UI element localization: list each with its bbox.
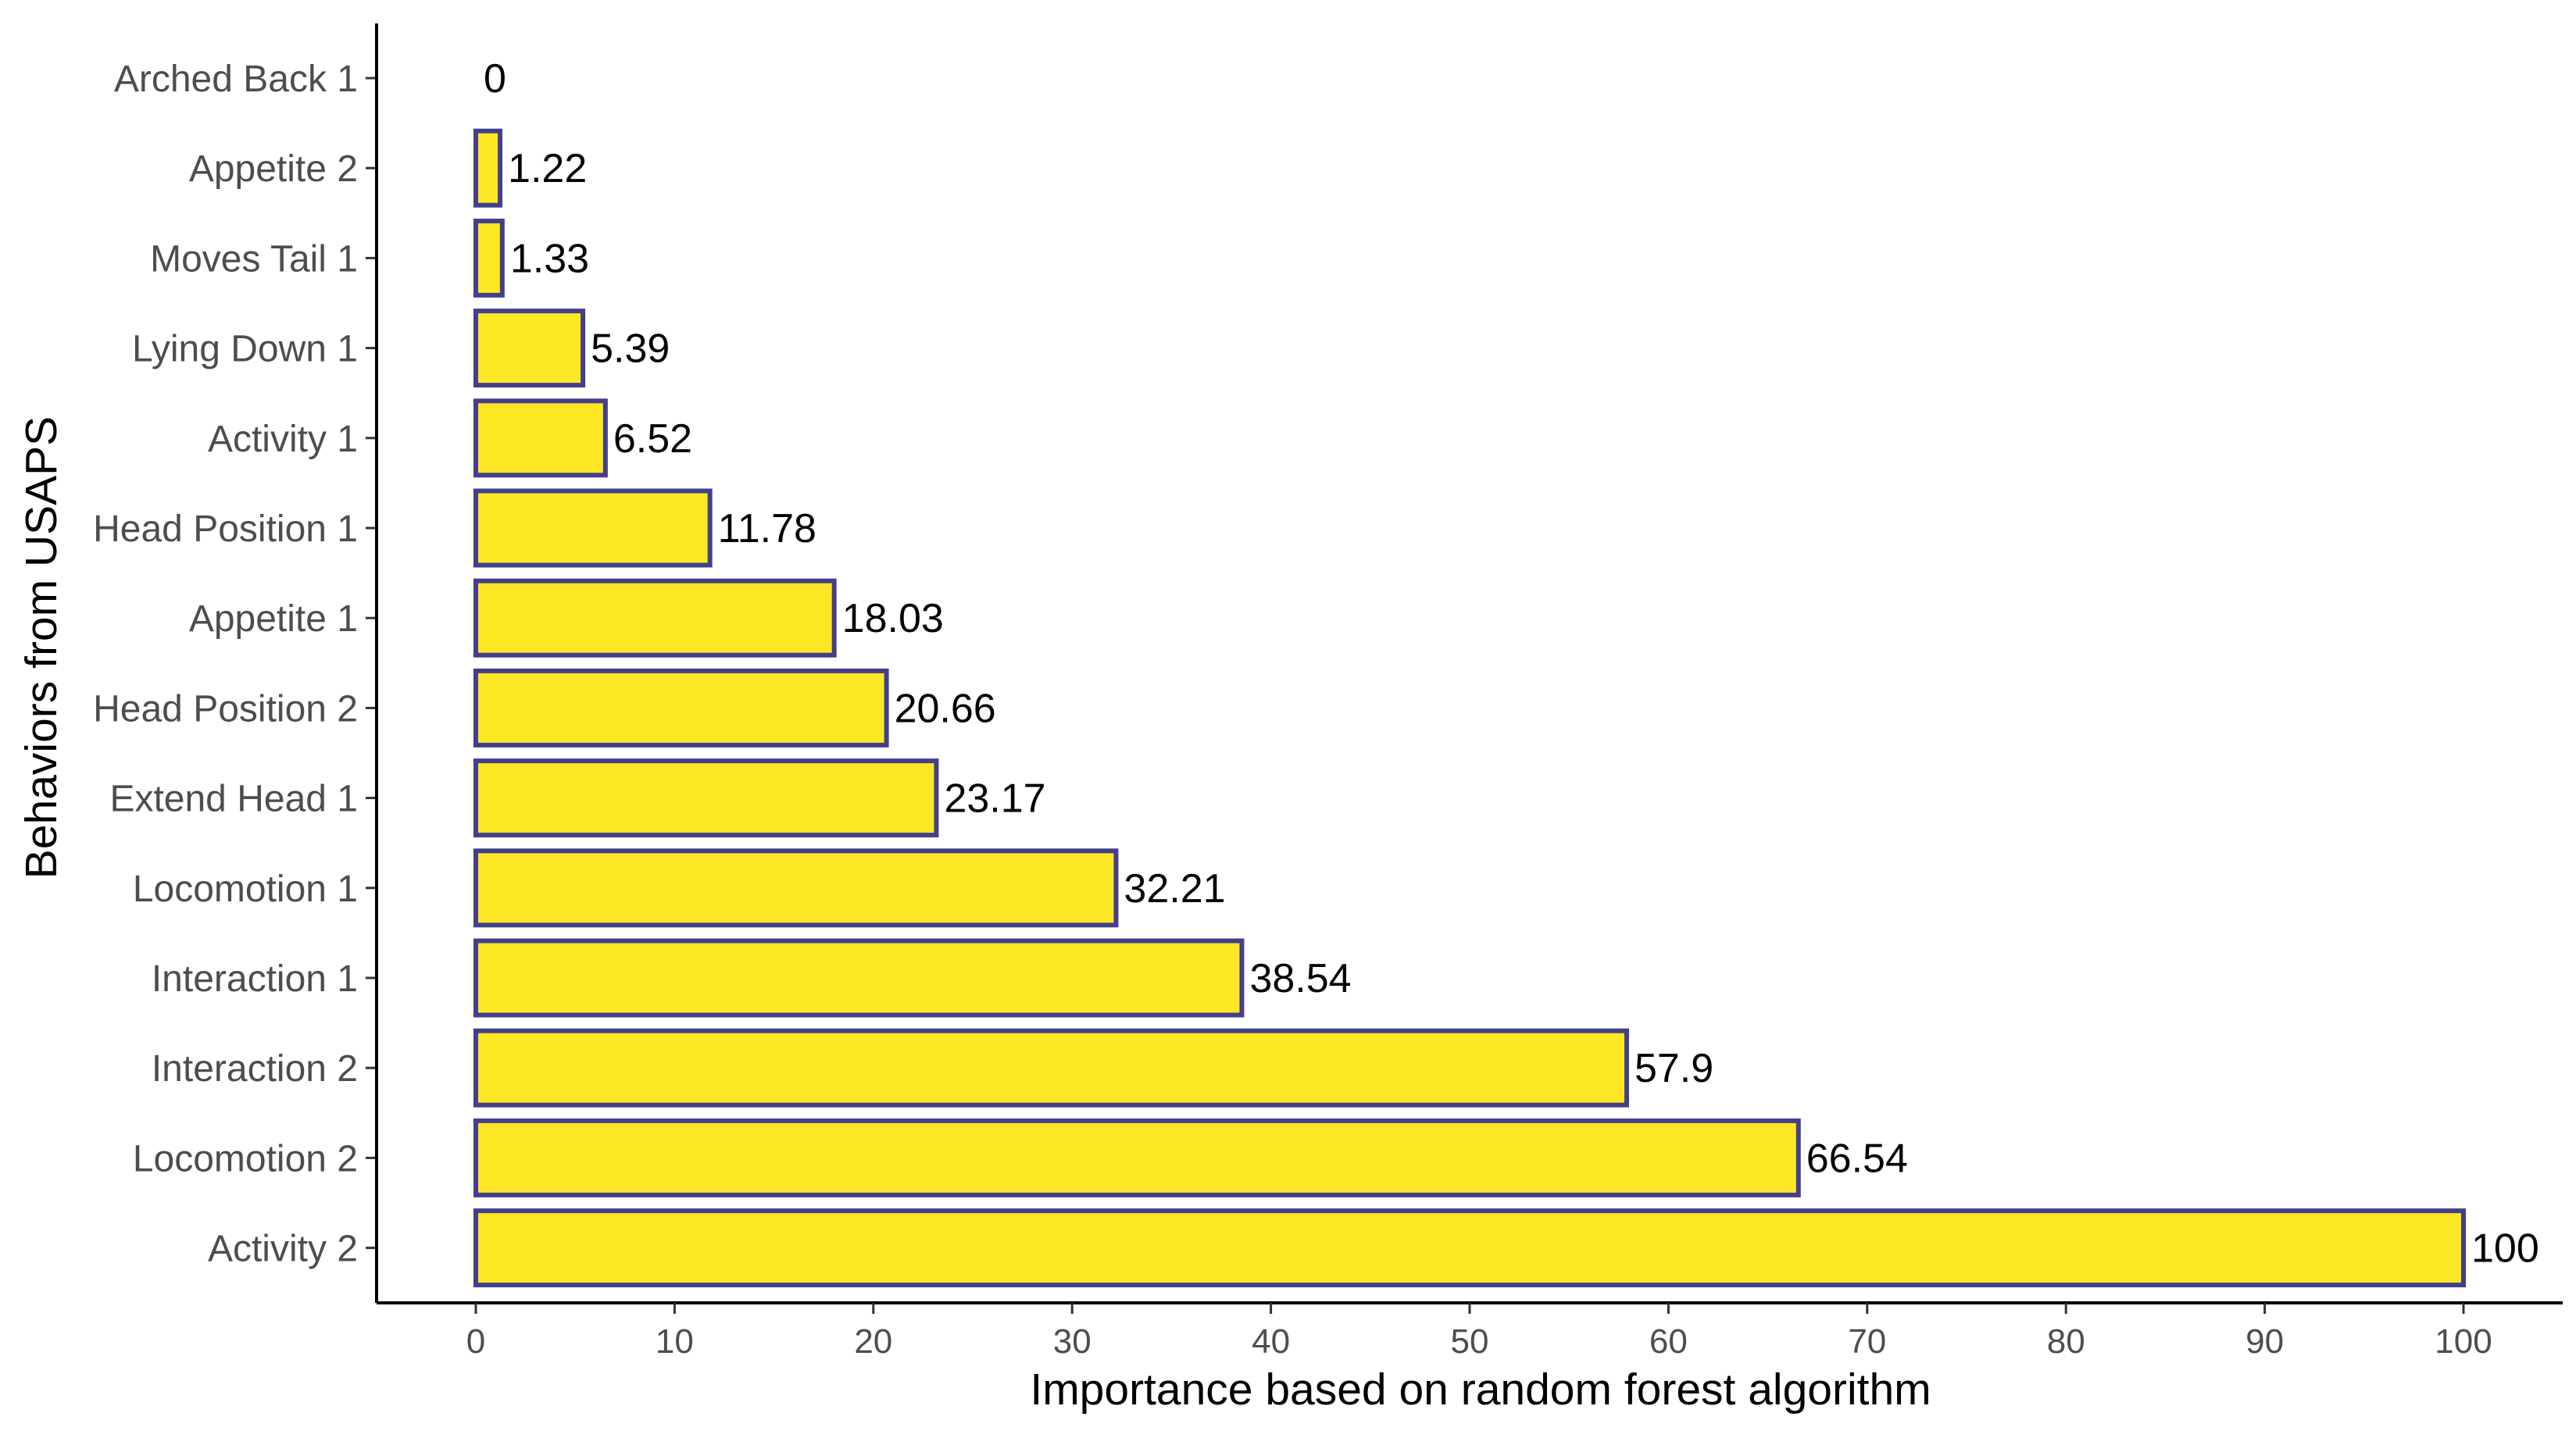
bar-interaction-2	[473, 1028, 1629, 1108]
bar-appetite-2	[473, 128, 503, 208]
data-label: 100	[2471, 1226, 2539, 1272]
x-tick-label: 0	[466, 1322, 485, 1361]
data-label: 66.54	[1806, 1136, 1908, 1181]
bar-lying-down-1	[473, 309, 586, 388]
bar-activity-1	[473, 398, 608, 478]
bar-head-position-1	[473, 488, 713, 568]
y-tick-label: Interaction 1	[152, 958, 358, 1000]
bar-locomotion-2	[473, 1118, 1801, 1197]
x-tick-label: 80	[2047, 1322, 2085, 1361]
data-label: 1.22	[508, 146, 587, 191]
bar-head-position-2	[473, 668, 889, 748]
data-label: 57.9	[1635, 1046, 1713, 1091]
x-tick-label: 100	[2435, 1322, 2492, 1361]
x-tick-label: 20	[854, 1322, 892, 1361]
bar-locomotion-1	[473, 848, 1119, 928]
x-tick-label: 30	[1053, 1322, 1091, 1361]
x-tick-label: 70	[1848, 1322, 1886, 1361]
y-tick-label: Extend Head 1	[109, 779, 358, 820]
y-tick-label: Arched Back 1	[114, 59, 358, 100]
x-tick-label: 50	[1451, 1322, 1489, 1361]
y-tick-label: Activity 2	[208, 1229, 358, 1270]
bars-layer	[473, 128, 2466, 1288]
y-tick-label: Locomotion 2	[133, 1138, 358, 1179]
data-label: 11.78	[718, 506, 816, 551]
x-tick-label: 60	[1649, 1322, 1688, 1361]
data-label: 0	[484, 56, 506, 102]
y-tick-label: Moves Tail 1	[150, 238, 358, 280]
data-label: 1.33	[510, 236, 589, 281]
bar-extend-head-1	[473, 758, 939, 838]
data-labels-layer: 01.22 1.335.39 6.52 11.78 18.03 20.66 23.17 32.…	[484, 56, 2539, 1272]
y-tick-label: Appetite 2	[189, 148, 358, 190]
y-tick-label: Head Position 1	[93, 508, 358, 550]
y-axis: Arched Back 1 Appetite 2 Moves Tail 1 Lying…	[93, 23, 378, 1303]
data-label: 5.39	[591, 326, 670, 372]
x-tick-label: 90	[2246, 1322, 2284, 1361]
y-tick-label: Lying Down 1	[132, 329, 358, 370]
x-tick-label: 40	[1252, 1322, 1290, 1361]
data-label: 32.21	[1124, 866, 1225, 912]
bar-moves-tail-1	[473, 218, 505, 298]
x-tick-label: 10	[656, 1322, 694, 1361]
bar-activity-2	[473, 1208, 2466, 1288]
bar-interaction-1	[473, 938, 1245, 1018]
y-tick-label: Interaction 2	[152, 1048, 358, 1090]
x-axis: 0 10 20 30 40 50 60 70 80 90 100	[377, 1301, 2563, 1361]
x-axis-title: Importance based on random forest algori…	[1030, 1365, 1931, 1415]
y-axis-title: Behaviors from USAPS	[16, 416, 66, 879]
y-tick-label: Activity 1	[208, 419, 358, 460]
data-label: 6.52	[613, 416, 692, 462]
data-label: 23.17	[944, 776, 1045, 822]
y-tick-label: Head Position 2	[93, 688, 358, 730]
data-label: 18.03	[842, 596, 944, 641]
y-tick-label: Appetite 1	[189, 598, 358, 640]
y-tick-label: Locomotion 1	[133, 869, 358, 910]
data-label: 20.66	[895, 686, 996, 731]
bar-appetite-1	[473, 578, 837, 658]
data-label: 38.54	[1249, 956, 1351, 1001]
